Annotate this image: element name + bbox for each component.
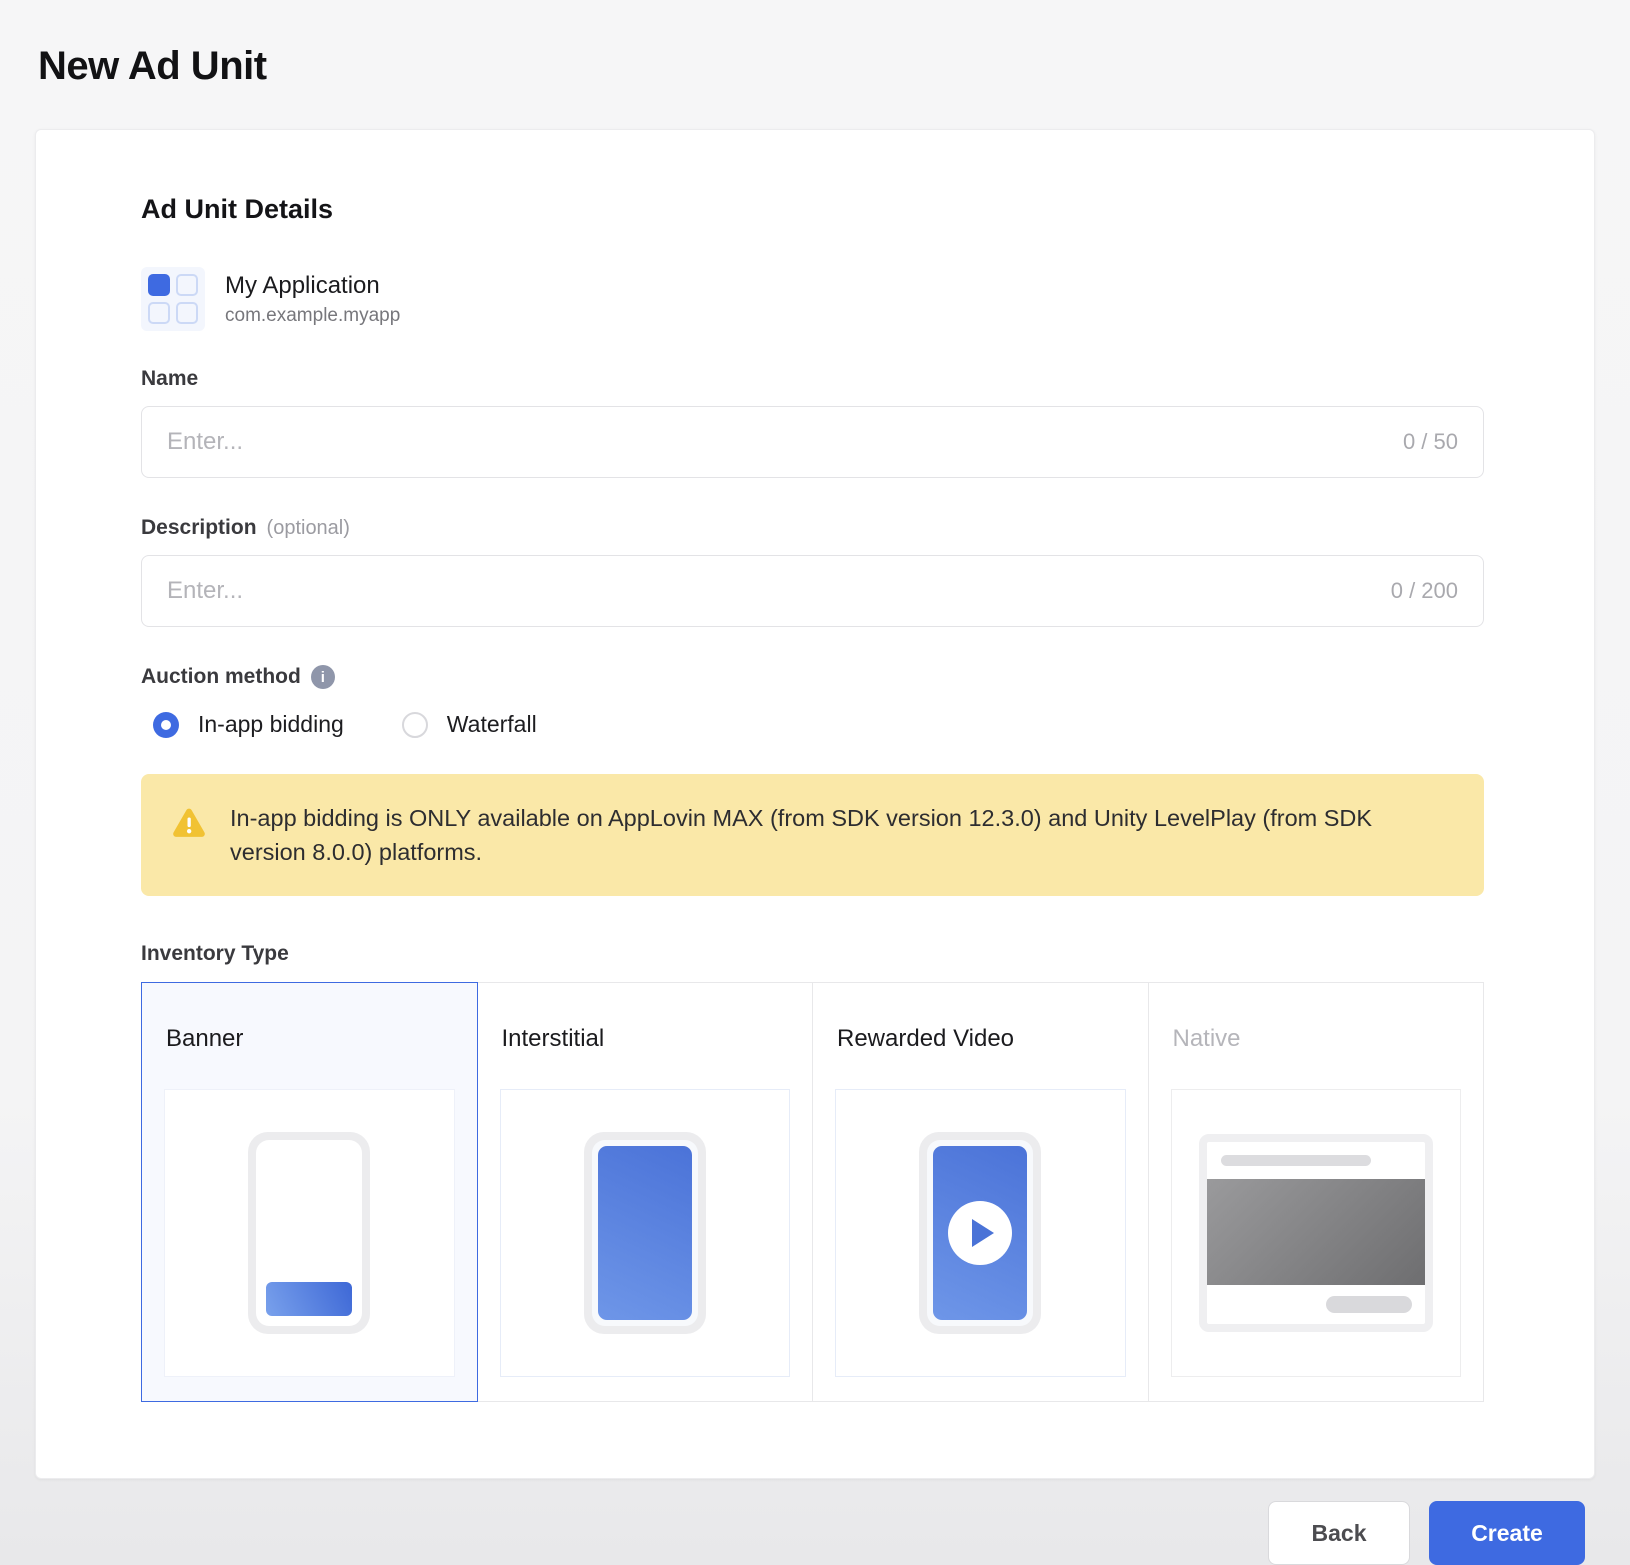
- inventory-type-label: Inventory Type: [141, 942, 289, 966]
- inventory-card-label: Native: [1172, 1025, 1241, 1053]
- inventory-card-label: Interstitial: [501, 1025, 605, 1053]
- inventory-card-native: Native: [1147, 982, 1484, 1403]
- description-char-counter: 0 / 200: [1390, 578, 1458, 603]
- warning-text: In-app bidding is ONLY available on AppL…: [230, 805, 1373, 866]
- interstitial-illustration: [499, 1089, 790, 1378]
- page-title: New Ad Unit: [38, 44, 267, 88]
- description-field-group: Description (optional) 0 / 200: [141, 516, 1484, 627]
- app-name: My Application: [225, 271, 380, 299]
- radio-label: In-app bidding: [198, 711, 344, 737]
- name-label: Name: [141, 367, 199, 390]
- native-ad-icon: [1198, 1134, 1433, 1333]
- footer-actions: Back Create: [35, 1479, 1595, 1565]
- auction-method-label-text: Auction method: [141, 665, 301, 688]
- app-grid-icon-square: [176, 302, 198, 324]
- application-row: My Application com.example.myapp: [141, 267, 1484, 331]
- radio-option-in-app-bidding[interactable]: In-app bidding: [153, 711, 344, 738]
- description-label-text: Description: [141, 516, 257, 539]
- section-heading: Ad Unit Details: [141, 194, 334, 224]
- auction-method-options: In-app bidding Waterfall: [153, 711, 1484, 738]
- fullscreen-ad-area: [597, 1146, 692, 1321]
- name-input[interactable]: [167, 428, 1385, 456]
- banner-ad-bar: [266, 1282, 353, 1317]
- radio-selected-icon[interactable]: [153, 711, 179, 738]
- play-button-icon: [948, 1201, 1013, 1266]
- name-input-box: 0 / 50: [141, 406, 1484, 478]
- info-icon[interactable]: i: [310, 665, 335, 689]
- description-label: Description (optional): [141, 516, 1484, 540]
- description-input-box: 0 / 200: [141, 555, 1484, 627]
- name-field-group: Name 0 / 50: [141, 367, 1484, 478]
- inventory-type-group: Inventory Type Banner Interstitial: [141, 942, 1484, 1403]
- rewarded-video-illustration: [835, 1089, 1126, 1378]
- inventory-card-interstitial[interactable]: Interstitial: [476, 982, 813, 1403]
- ad-unit-details-card: Ad Unit Details My Application com.examp…: [35, 129, 1595, 1480]
- app-grid-icon-square: [148, 302, 170, 324]
- banner-illustration: [164, 1089, 455, 1378]
- phone-video-icon: [919, 1132, 1042, 1335]
- phone-fullscreen-icon: [583, 1132, 706, 1335]
- app-grid-icon: [141, 267, 205, 331]
- radio-unselected-icon[interactable]: [401, 711, 428, 738]
- description-optional-hint: (optional): [266, 516, 350, 539]
- app-identity: My Application com.example.myapp: [225, 272, 400, 327]
- app-package: com.example.myapp: [225, 304, 401, 326]
- inventory-card-rewarded-video[interactable]: Rewarded Video: [812, 982, 1149, 1403]
- inventory-card-banner[interactable]: Banner: [141, 982, 478, 1403]
- back-button[interactable]: Back: [1268, 1501, 1410, 1565]
- inventory-card-label: Banner: [166, 1025, 244, 1053]
- description-input[interactable]: [167, 577, 1373, 605]
- app-grid-icon-square: [176, 274, 198, 296]
- auction-method-group: Auction method i In-app bidding Waterfal…: [141, 665, 1484, 738]
- radio-option-waterfall[interactable]: Waterfall: [401, 711, 537, 738]
- inventory-cards-row: Banner Interstitial: [141, 982, 1484, 1403]
- phone-banner-icon: [248, 1132, 371, 1335]
- auction-method-label: Auction method i: [141, 665, 1484, 689]
- inventory-card-label: Rewarded Video: [837, 1025, 1015, 1053]
- warning-banner: In-app bidding is ONLY available on AppL…: [141, 774, 1484, 897]
- native-illustration: [1170, 1089, 1461, 1378]
- warning-triangle-icon: [171, 804, 207, 845]
- name-char-counter: 0 / 50: [1402, 429, 1458, 454]
- app-grid-icon-square-filled: [148, 274, 170, 296]
- radio-label: Waterfall: [446, 711, 537, 737]
- create-button[interactable]: Create: [1429, 1501, 1585, 1565]
